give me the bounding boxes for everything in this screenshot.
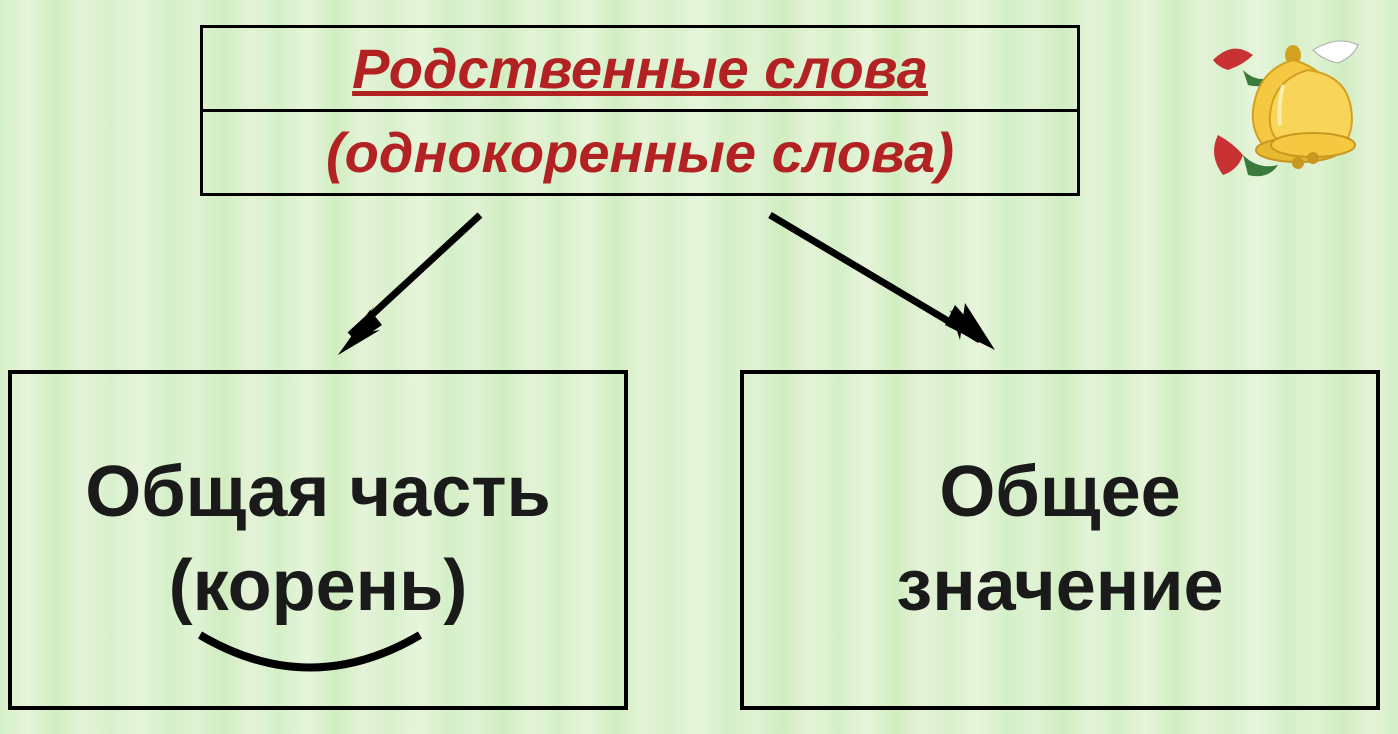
right-box-line2: значение bbox=[896, 540, 1223, 634]
arrow-right-icon bbox=[750, 205, 1010, 365]
left-box-line2: (корень) bbox=[169, 540, 468, 634]
arrow-left-icon bbox=[320, 205, 500, 365]
right-box: Общее значение bbox=[740, 370, 1380, 710]
title-line1: Родственные слова bbox=[203, 28, 1077, 112]
left-box-line1: Общая часть bbox=[85, 446, 551, 540]
bell-icon bbox=[1198, 15, 1368, 195]
header-box: Родственные слова (однокоренные слова) bbox=[200, 25, 1080, 196]
right-box-line1: Общее bbox=[939, 446, 1180, 540]
root-arc-icon bbox=[190, 625, 430, 695]
title-line2: (однокоренные слова) bbox=[203, 112, 1077, 193]
